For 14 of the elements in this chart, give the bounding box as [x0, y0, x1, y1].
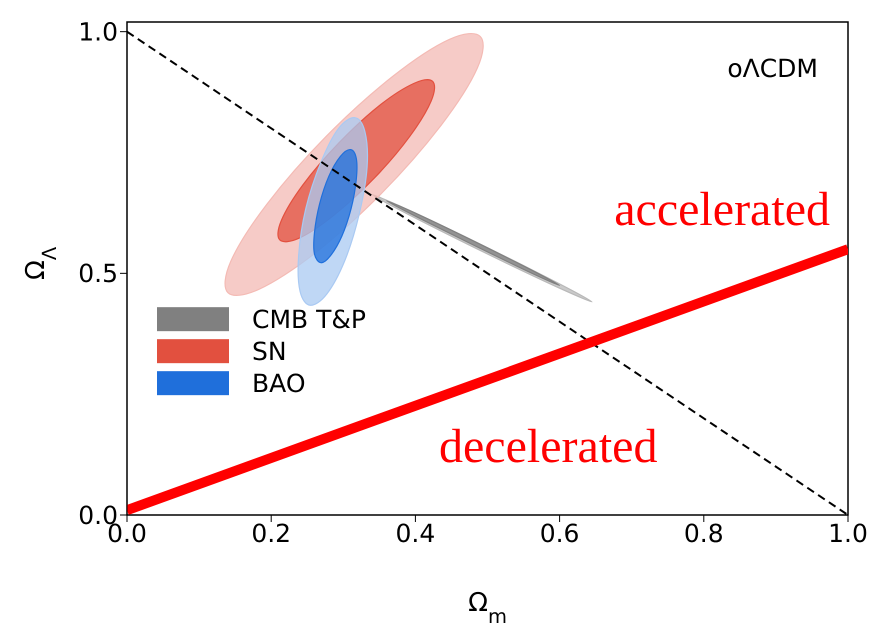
annotation: oΛCDM: [727, 54, 818, 83]
y-tick-label: 1.0: [78, 18, 118, 47]
y-tick-label: 0.5: [78, 259, 118, 288]
annotation: decelerated: [439, 420, 658, 473]
x-tick-label: 0.4: [396, 518, 436, 548]
legend-label: SN: [252, 337, 287, 366]
x-tick-label: 0.8: [684, 518, 724, 548]
legend-label: CMB T&P: [252, 305, 366, 334]
legend-label: BAO: [252, 369, 306, 398]
x-axis-title: Ω$_{m}$: [468, 588, 507, 623]
x-tick-label: 0.2: [251, 518, 292, 548]
annotation: accelerated: [614, 183, 830, 236]
x-tick-label: 1.0: [828, 518, 868, 548]
x-tick-label: 0.6: [540, 518, 580, 548]
